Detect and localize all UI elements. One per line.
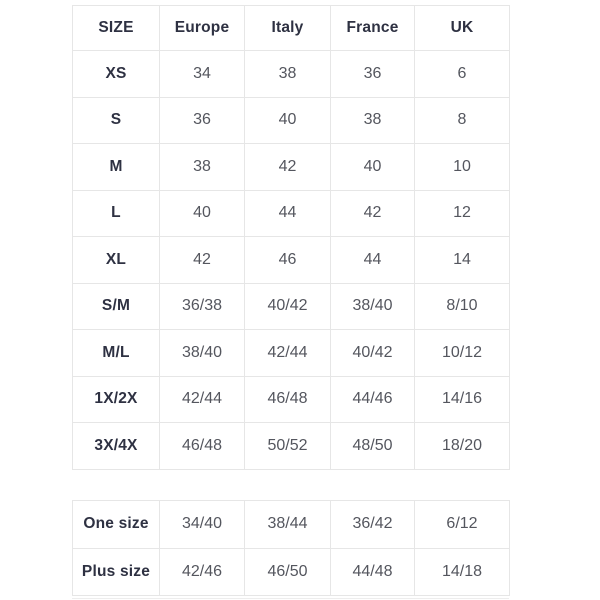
value-cell: 46/48: [159, 422, 245, 470]
value-cell: 40/42: [330, 329, 415, 377]
table-row: XL 42 46 44 14: [72, 236, 510, 284]
column-header-france: France: [330, 5, 415, 51]
value-cell: 38/44: [244, 500, 331, 549]
page-bottom-divider: [72, 598, 509, 599]
table-row: S/M 36/38 40/42 38/40 8/10: [72, 282, 510, 330]
table-row: S 36 40 38 8: [72, 96, 510, 144]
special-sizes-table: One size 34/40 38/44 36/42 6/12 Plus siz…: [72, 500, 510, 596]
value-cell: 46: [244, 236, 331, 284]
value-cell: 38/40: [330, 282, 415, 330]
table-row: One size 34/40 38/44 36/42 6/12: [72, 500, 510, 549]
table-row: Plus size 42/46 46/50 44/48 14/18: [72, 547, 510, 596]
value-cell: 8/10: [414, 282, 510, 330]
table-row: XS 34 38 36 6: [72, 50, 510, 98]
size-label-cell: XS: [72, 50, 160, 98]
size-label-cell: Plus size: [72, 547, 160, 596]
value-cell: 38/40: [159, 329, 245, 377]
value-cell: 36: [330, 50, 415, 98]
value-cell: 42/44: [244, 329, 331, 377]
value-cell: 34: [159, 50, 245, 98]
size-label-cell: M: [72, 143, 160, 191]
value-cell: 42: [244, 143, 331, 191]
header-row: SIZE Europe Italy France UK: [72, 5, 510, 51]
size-conversion-table: SIZE Europe Italy France UK XS 34 38 36 …: [72, 5, 510, 470]
column-header-europe: Europe: [159, 5, 245, 51]
value-cell: 36/38: [159, 282, 245, 330]
size-label-cell: S: [72, 96, 160, 144]
value-cell: 14/18: [414, 547, 510, 596]
column-header-size: SIZE: [72, 5, 160, 51]
value-cell: 44/46: [330, 375, 415, 423]
table-row: M 38 42 40 10: [72, 143, 510, 191]
column-header-italy: Italy: [244, 5, 331, 51]
value-cell: 40/42: [244, 282, 331, 330]
value-cell: 50/52: [244, 422, 331, 470]
value-cell: 42/44: [159, 375, 245, 423]
value-cell: 38: [159, 143, 245, 191]
value-cell: 34/40: [159, 500, 245, 549]
table-row: 1X/2X 42/44 46/48 44/46 14/16: [72, 375, 510, 423]
table-row: M/L 38/40 42/44 40/42 10/12: [72, 329, 510, 377]
value-cell: 46/50: [244, 547, 331, 596]
column-header-uk: UK: [414, 5, 510, 51]
value-cell: 18/20: [414, 422, 510, 470]
size-label-cell: S/M: [72, 282, 160, 330]
value-cell: 8: [414, 96, 510, 144]
value-cell: 46/48: [244, 375, 331, 423]
size-label-cell: M/L: [72, 329, 160, 377]
value-cell: 44: [244, 189, 331, 237]
size-label-cell: One size: [72, 500, 160, 549]
table-row: L 40 44 42 12: [72, 189, 510, 237]
value-cell: 14: [414, 236, 510, 284]
value-cell: 10/12: [414, 329, 510, 377]
size-label-cell: L: [72, 189, 160, 237]
value-cell: 38: [244, 50, 331, 98]
value-cell: 42: [159, 236, 245, 284]
value-cell: 44/48: [330, 547, 415, 596]
size-label-cell: XL: [72, 236, 160, 284]
value-cell: 6/12: [414, 500, 510, 549]
value-cell: 40: [244, 96, 331, 144]
value-cell: 12: [414, 189, 510, 237]
value-cell: 42: [330, 189, 415, 237]
value-cell: 40: [159, 189, 245, 237]
value-cell: 10: [414, 143, 510, 191]
value-cell: 36: [159, 96, 245, 144]
size-label-cell: 1X/2X: [72, 375, 160, 423]
value-cell: 36/42: [330, 500, 415, 549]
value-cell: 48/50: [330, 422, 415, 470]
value-cell: 42/46: [159, 547, 245, 596]
value-cell: 38: [330, 96, 415, 144]
table-row: 3X/4X 46/48 50/52 48/50 18/20: [72, 422, 510, 470]
size-label-cell: 3X/4X: [72, 422, 160, 470]
value-cell: 6: [414, 50, 510, 98]
value-cell: 44: [330, 236, 415, 284]
value-cell: 40: [330, 143, 415, 191]
value-cell: 14/16: [414, 375, 510, 423]
